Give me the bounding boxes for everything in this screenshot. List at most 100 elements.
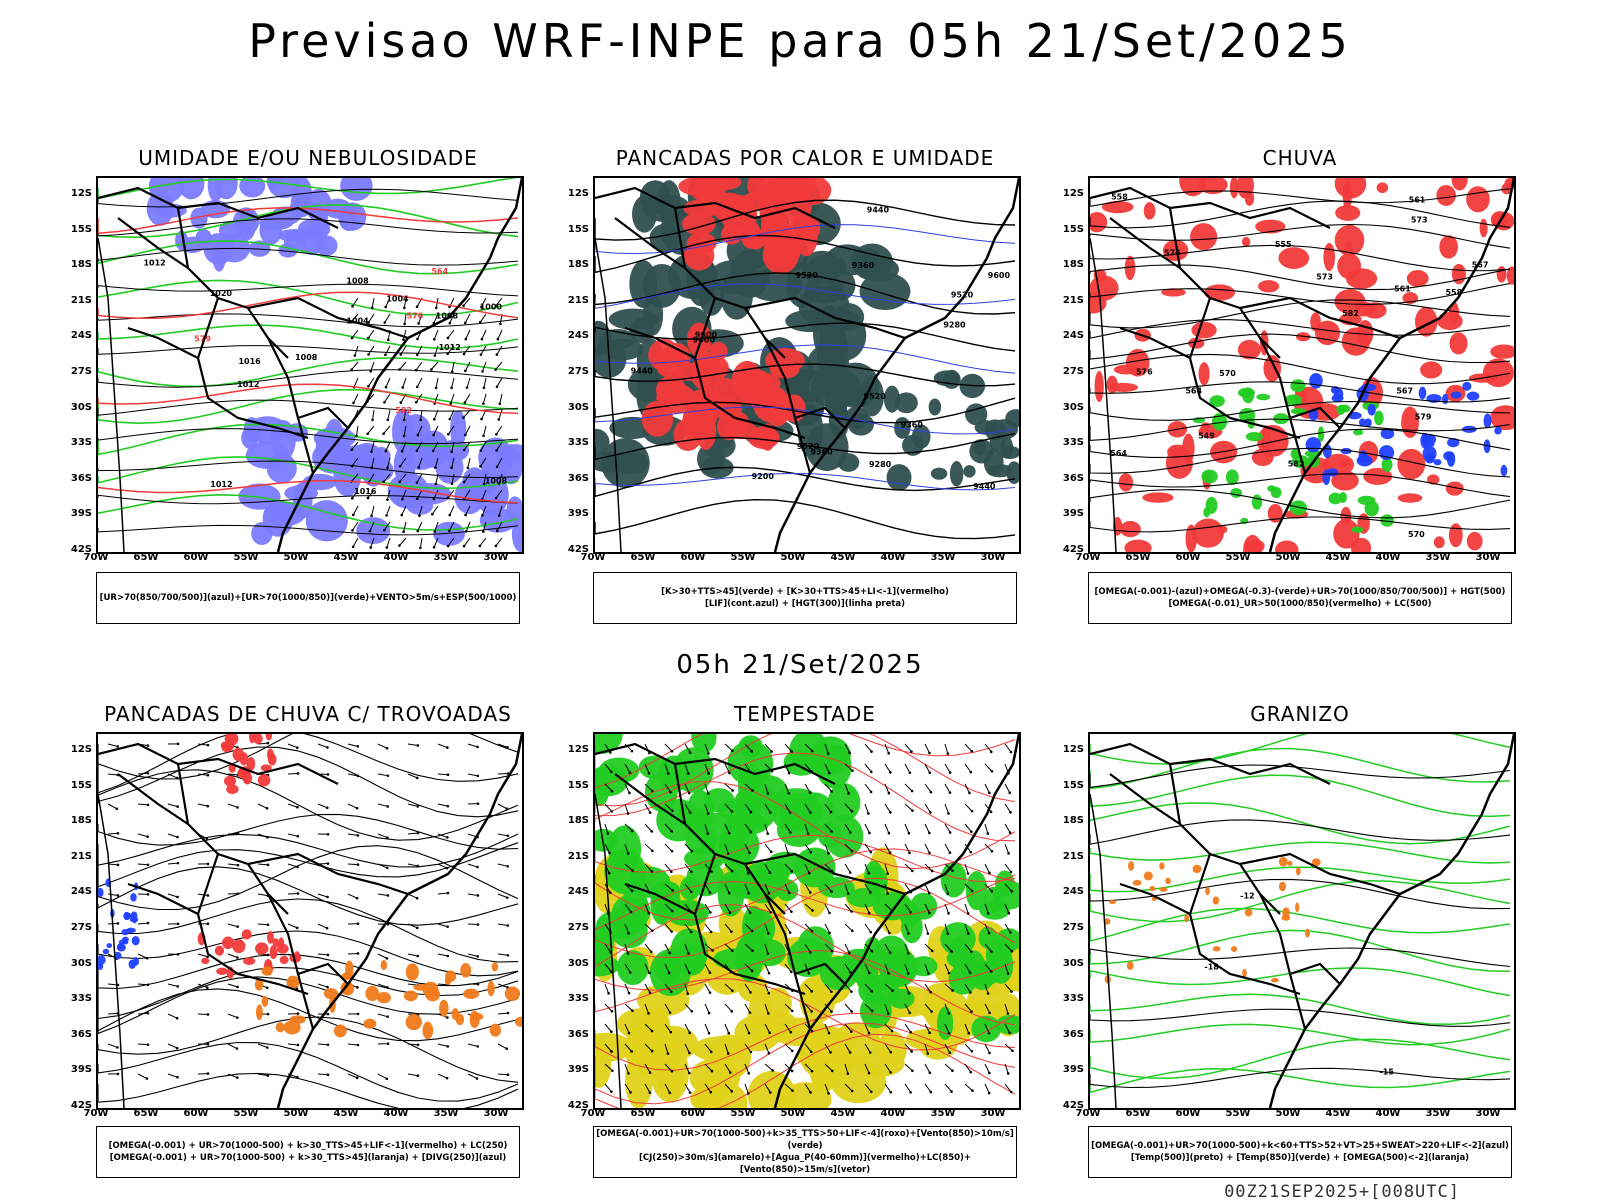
panel-title: UMIDADE E/OU NEBULOSIDADE [96, 146, 520, 170]
contour-label: 9600 [695, 330, 718, 339]
contour-label: 564 [1110, 449, 1127, 458]
contour-label: -18 [1204, 962, 1219, 971]
lat-tick-label: 27S [567, 366, 589, 377]
forecast-map [96, 732, 524, 1110]
contour-label: 1004 [386, 294, 409, 303]
lon-tick-label: 45W [1323, 552, 1353, 563]
lat-tick-label: 21S [70, 295, 92, 306]
run-info-footer: 00Z21SEP2025+[008UTC] [1224, 1182, 1460, 1202]
contour-label: 1012 [143, 258, 165, 267]
legend-line: [K>30+TTS>45](verde) + [K>30+TTS>45+LI<-… [661, 586, 949, 598]
contour-label: 576 [1136, 367, 1153, 376]
contour-label: 570 [1408, 530, 1425, 539]
lat-tick-label: 27S [1062, 922, 1084, 933]
lat-tick-label: 33S [1062, 993, 1084, 1004]
lon-tick-label: 55W [231, 1108, 261, 1119]
lon-tick-label: 30W [481, 1108, 511, 1119]
lon-tick-label: 50W [778, 552, 808, 563]
lon-tick-label: 65W [628, 1108, 658, 1119]
panel-title: TEMPESTADE [593, 702, 1017, 726]
lat-tick-label: 18S [567, 259, 589, 270]
lon-tick-label: 30W [978, 552, 1008, 563]
lon-tick-label: 50W [281, 1108, 311, 1119]
contour-label: 564 [431, 267, 448, 276]
legend-line: [OMEGA(-0.01)_UR>50(1000/850)(vermelho) … [1168, 598, 1431, 610]
contour-label: 9440 [867, 206, 890, 215]
panel-legend: [OMEGA(-0.001)+UR>70(1000-500)+k>35_TTS>… [593, 1126, 1017, 1178]
lon-tick-label: 35W [431, 1108, 461, 1119]
lat-tick-label: 15S [567, 224, 589, 235]
contour-label: 573 [1316, 273, 1333, 282]
lon-tick-label: 30W [1473, 552, 1503, 563]
lat-tick-label: 15S [567, 780, 589, 791]
lon-tick-label: 70W [578, 1108, 608, 1119]
contour-label: 9440 [973, 482, 996, 491]
lon-tick-label: 60W [1173, 1108, 1203, 1119]
contour-label: 1016 [354, 487, 377, 496]
lat-tick-label: 15S [70, 224, 92, 235]
legend-line: [CJ(250)>30m/s](amarelo)+[Agua_P(40-60mm… [594, 1152, 1016, 1176]
lat-tick-label: 21S [1062, 295, 1084, 306]
lat-tick-label: 36S [567, 473, 589, 484]
lon-tick-label: 45W [828, 1108, 858, 1119]
lon-tick-label: 45W [331, 1108, 361, 1119]
contour-label: 570 [1219, 369, 1236, 378]
panel-legend: [OMEGA(-0.001) + UR>70(1000-500) + k>30_… [96, 1126, 520, 1178]
lon-tick-label: 35W [1423, 1108, 1453, 1119]
lon-tick-label: 35W [431, 552, 461, 563]
lat-tick-label: 30S [1062, 958, 1084, 969]
contour-label: 9360 [901, 420, 924, 429]
panel-legend: [UR>70(850/700/500)](azul)+[UR>70(1000/8… [96, 572, 520, 624]
legend-line: [OMEGA(-0.001)+UR>70(1000-500)+k>35_TTS>… [594, 1128, 1016, 1152]
lat-tick-label: 30S [567, 958, 589, 969]
contour-label: -12 [1240, 892, 1254, 901]
lat-tick-label: 27S [70, 922, 92, 933]
lon-tick-label: 35W [1423, 552, 1453, 563]
lat-tick-label: 27S [567, 922, 589, 933]
lat-tick-label: 27S [70, 366, 92, 377]
contour-label: 582 [1342, 309, 1359, 318]
panel-legend: [OMEGA(-0.001)-(azul)+OMEGA(-0.3)-(verde… [1088, 572, 1512, 624]
contour-label: 555 [1275, 240, 1292, 249]
lat-tick-label: 12S [1062, 188, 1084, 199]
lat-tick-label: 12S [1062, 744, 1084, 755]
contour-lines [98, 734, 518, 1108]
lat-tick-label: 36S [567, 1029, 589, 1040]
lon-tick-label: 55W [1223, 552, 1253, 563]
lon-tick-label: 70W [81, 1108, 111, 1119]
contour-label: 579 [1415, 413, 1432, 422]
lat-tick-label: 24S [567, 330, 589, 341]
lon-tick-label: 40W [381, 1108, 411, 1119]
contour-label: 1012 [237, 380, 259, 389]
lat-tick-label: 39S [567, 508, 589, 519]
contour-label: 1016 [238, 357, 261, 366]
lat-tick-label: 33S [1062, 437, 1084, 448]
contour-label: 9600 [988, 271, 1011, 280]
legend-line: [OMEGA(-0.001) + UR>70(1000-500) + k>30_… [109, 1140, 508, 1152]
rain-fill [1090, 178, 1514, 552]
lat-tick-label: 39S [567, 1064, 589, 1075]
contour-label: 9200 [752, 472, 775, 481]
main-title: Previsao WRF-INPE para 05h 21/Set/2025 [0, 14, 1600, 68]
lon-tick-label: 35W [928, 1108, 958, 1119]
lat-tick-label: 39S [70, 1064, 92, 1075]
contour-label: 561 [1394, 284, 1411, 293]
lat-tick-label: 12S [567, 744, 589, 755]
lat-tick-label: 24S [70, 886, 92, 897]
lat-tick-label: 33S [70, 993, 92, 1004]
contour-label: 9440 [631, 367, 654, 376]
lon-tick-label: 60W [181, 1108, 211, 1119]
lon-tick-label: 70W [1073, 1108, 1103, 1119]
lon-tick-label: 40W [381, 552, 411, 563]
lon-tick-label: 60W [181, 552, 211, 563]
legend-line: [UR>70(850/700/500)](azul)+[UR>70(1000/8… [100, 592, 517, 604]
lat-tick-label: 21S [70, 851, 92, 862]
contour-label: 567 [1396, 387, 1413, 396]
valid-time-title: 05h 21/Set/2025 [0, 650, 1600, 680]
contour-label: 549 [1198, 431, 1215, 440]
lon-tick-label: 35W [928, 552, 958, 563]
lat-tick-label: 36S [70, 473, 92, 484]
